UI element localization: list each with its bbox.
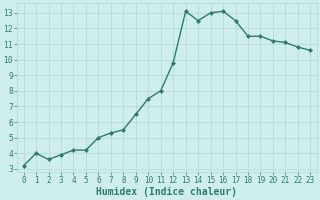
X-axis label: Humidex (Indice chaleur): Humidex (Indice chaleur): [96, 186, 237, 197]
